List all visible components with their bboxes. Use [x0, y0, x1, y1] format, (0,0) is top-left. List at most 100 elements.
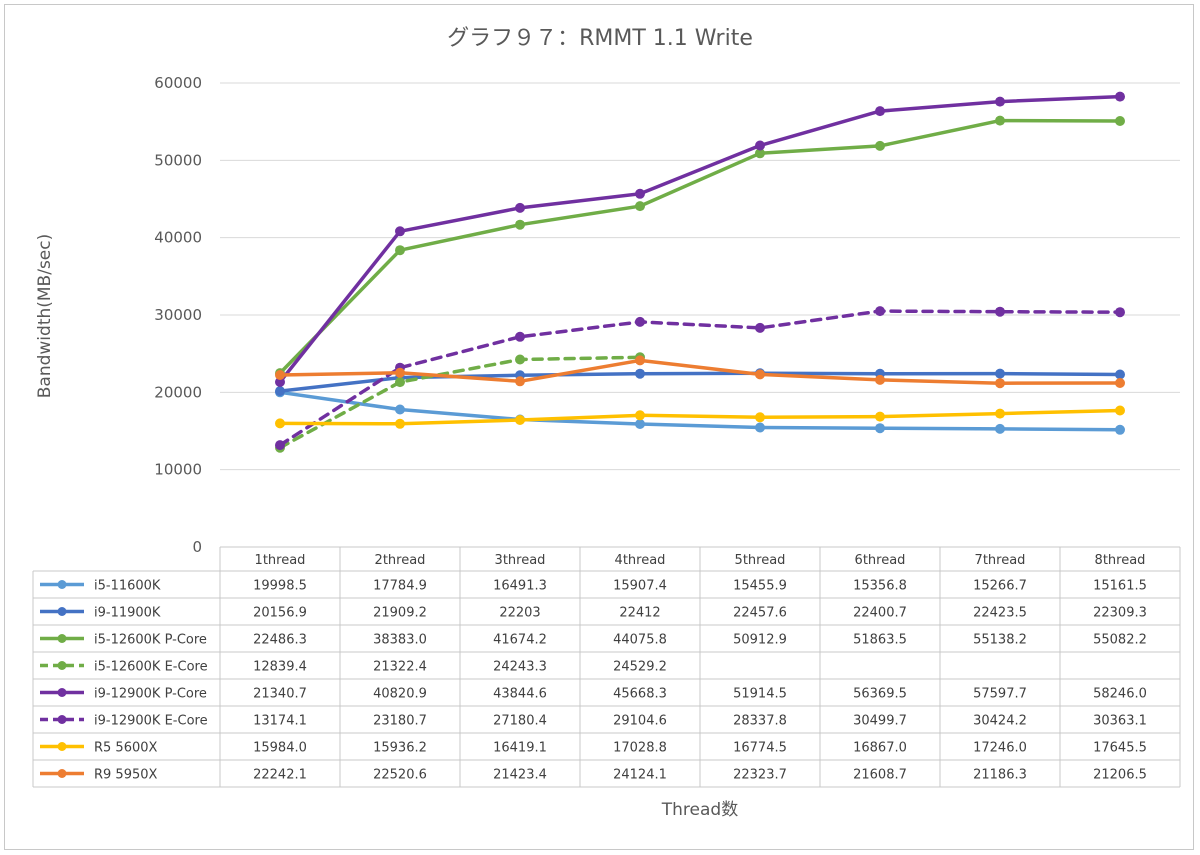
data-point — [1115, 369, 1125, 380]
legend-entry: i9-11900K — [94, 606, 161, 621]
legend-key-marker — [57, 607, 67, 616]
table-cell-value: 30363.1 — [1093, 714, 1147, 729]
data-point — [635, 410, 645, 421]
table-cell-value: 22412 — [619, 606, 660, 621]
data-point — [515, 415, 525, 425]
data-point — [755, 140, 765, 151]
data-point — [995, 378, 1005, 389]
legend-key-marker — [57, 742, 67, 751]
table-cell-value: 19998.5 — [253, 579, 307, 594]
table-cell-value: 15936.2 — [373, 741, 427, 756]
table-cell-value: 21206.5 — [1093, 768, 1147, 783]
table-cell-value: 15907.4 — [613, 579, 667, 594]
y-tick-label: 10000 — [154, 461, 202, 479]
legend-entry: i5-12600K P-Core — [94, 633, 207, 648]
data-point — [995, 423, 1005, 434]
table-cell-value: 21423.4 — [493, 768, 547, 783]
table-cell-value: 30499.7 — [853, 714, 907, 729]
x-tick-label: 2thread — [375, 553, 426, 568]
data-point — [875, 411, 885, 422]
chart-frame — [4, 4, 1194, 850]
data-point — [275, 440, 285, 451]
x-tick-label: 1thread — [255, 553, 306, 568]
legend-entry: R9 5950X — [94, 768, 158, 783]
table-cell-value: 21322.4 — [373, 660, 427, 675]
table-cell-value: 58246.0 — [1093, 687, 1147, 702]
table-cell-value: 22309.3 — [1093, 606, 1147, 621]
data-point — [995, 408, 1005, 419]
data-point — [275, 370, 285, 380]
data-table: 1thread 2thread 3thread 4thread 5thread 6thre… — [32, 546, 1181, 788]
table-cell-value: 41674.2 — [493, 633, 547, 648]
data-point — [755, 148, 765, 159]
series-lines — [275, 91, 1125, 453]
data-point — [995, 368, 1005, 379]
table-cell-value: 15356.8 — [853, 579, 907, 594]
table-row: i9-11900K 20156.9 21909.2 22203 22412 22457.6… — [40, 606, 1147, 621]
legend-entry: i9-12900K E-Core — [94, 714, 208, 729]
table-cell-value: 45668.3 — [613, 687, 667, 702]
x-tick-label: 8thread — [1095, 553, 1146, 568]
data-point — [275, 418, 285, 429]
table-cell-value: 22423.5 — [973, 606, 1027, 621]
table-row: i5-12600K P-Core 22486.3 38383.0 41674.2 440… — [40, 633, 1147, 648]
table-cell-value: 22400.7 — [853, 606, 907, 621]
table-cell-value: 24529.2 — [613, 660, 667, 675]
table-cell-value: 57597.7 — [973, 687, 1027, 702]
x-tick-label: 7thread — [975, 553, 1026, 568]
table-cell-value: 17645.5 — [1093, 741, 1147, 756]
series-line — [278, 355, 642, 450]
data-point — [995, 96, 1005, 107]
data-point — [515, 219, 525, 230]
data-point — [635, 188, 645, 199]
data-point — [875, 140, 885, 151]
table-cell-value: 55082.2 — [1093, 633, 1147, 648]
table-cell-value: 50912.9 — [733, 633, 787, 648]
table-cell-value: 21608.7 — [853, 768, 907, 783]
legend-key-marker — [57, 688, 67, 697]
series-group — [275, 91, 1125, 387]
legend-entry: i5-11600K — [94, 579, 161, 594]
table-row: i5-11600K 19998.5 17784.9 16491.3 15907.4 154… — [40, 579, 1147, 594]
x-tick-label: 6thread — [855, 553, 906, 568]
series-line — [278, 358, 1122, 385]
y-tick-label: 0 — [192, 538, 202, 556]
table-cell-value: 55138.2 — [973, 633, 1027, 648]
data-point — [755, 412, 765, 423]
table-cell-value: 12839.4 — [253, 660, 307, 675]
table-cell-value: 20156.9 — [253, 606, 307, 621]
data-point — [515, 202, 525, 213]
data-point — [515, 354, 525, 365]
table-cell-value: 24124.1 — [613, 768, 667, 783]
series-line — [278, 309, 1122, 447]
data-point — [635, 316, 645, 327]
table-cell-value: 16491.3 — [493, 579, 547, 594]
series-group — [275, 405, 1125, 429]
table-cell-value: 13174.1 — [253, 714, 307, 729]
table-cell-value: 17028.8 — [613, 741, 667, 756]
table-cell-value: 21186.3 — [973, 768, 1027, 783]
x-axis-title: Thread数 — [661, 800, 738, 820]
data-point — [515, 376, 525, 387]
table-cell-value: 27180.4 — [493, 714, 547, 729]
series-line — [278, 118, 1122, 375]
table-cell-value: 56369.5 — [853, 687, 907, 702]
y-tick-label: 50000 — [154, 151, 202, 169]
table-cell-value: 15984.0 — [253, 741, 307, 756]
data-point — [635, 419, 645, 429]
legend-key-marker — [57, 715, 67, 724]
data-point — [515, 331, 525, 342]
data-point — [1115, 91, 1125, 102]
table-cell-value: 51914.5 — [733, 687, 787, 702]
series-line — [278, 408, 1122, 426]
data-point — [275, 386, 285, 397]
legend-key-marker — [57, 580, 67, 589]
legend-key-marker — [57, 769, 67, 778]
legend-entry: i9-12900K P-Core — [94, 687, 207, 702]
table-cell-value: 30424.2 — [973, 714, 1027, 729]
data-point — [635, 355, 645, 366]
table-cell-value: 22242.1 — [253, 768, 307, 783]
data-point — [875, 374, 885, 385]
data-point — [1115, 307, 1125, 318]
